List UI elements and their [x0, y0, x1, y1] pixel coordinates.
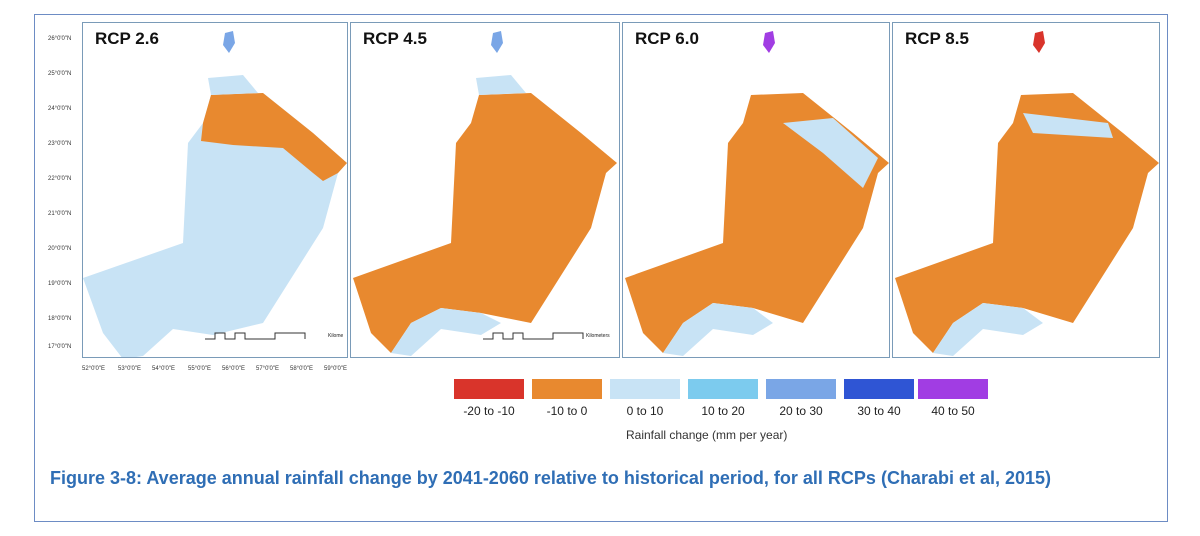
panel-rcp-45: RCP 4.5 Kilometers — [350, 22, 620, 362]
legend-swatch — [532, 379, 602, 399]
map-frame: RCP 8.5 — [892, 22, 1160, 358]
region-musandam — [223, 31, 235, 53]
lat-label: 21°0'0"N — [48, 211, 72, 217]
map-panels: RCP 2.6 Kilometers 26°0'0"N 25°0'0"N 24°… — [48, 22, 1160, 372]
figure-caption: Figure 3-8: Average annual rainfall chan… — [50, 468, 1052, 488]
lon-label: 58°0'0"E — [290, 366, 314, 372]
scale-unit: Kilometers — [586, 333, 610, 339]
legend-swatch — [610, 379, 680, 399]
region-north-coast — [476, 75, 526, 95]
lon-label: 56°0'0"E — [222, 366, 246, 372]
lon-label: 52°0'0"E — [82, 366, 106, 372]
oman-map-rcp26 — [83, 31, 347, 357]
lon-label: 55°0'0"E — [188, 366, 212, 372]
legend-swatch — [766, 379, 836, 399]
legend-label: 40 to 50 — [931, 404, 975, 418]
region-north-coast — [208, 75, 258, 95]
region-0-to-10-east — [783, 118, 878, 188]
scale-bar: Kilometers — [205, 332, 343, 340]
panel-title: RCP 8.5 — [905, 29, 969, 48]
lon-label: 59°0'0"E — [324, 366, 348, 372]
panel-title: RCP 4.5 — [363, 29, 427, 48]
legend-label: 30 to 40 — [857, 404, 901, 418]
region-0-to-10-south — [933, 303, 1043, 356]
region-minus-10-to-0 — [625, 93, 889, 353]
region-0-to-10-south — [663, 303, 773, 356]
region-musandam — [763, 31, 775, 53]
legend-label: -10 to 0 — [546, 404, 588, 418]
lat-label: 18°0'0"N — [48, 316, 72, 322]
lon-label: 57°0'0"E — [256, 366, 280, 372]
lon-label: 53°0'0"E — [118, 366, 142, 372]
legend-label: 10 to 20 — [701, 404, 745, 418]
panel-rcp-60: RCP 6.0 — [622, 22, 890, 362]
lat-label: 26°0'0"N — [48, 36, 72, 42]
lat-label: 17°0'0"N — [48, 344, 72, 350]
region-minus-10-to-0 — [201, 93, 347, 181]
map-frame: RCP 4.5 Kilometers — [350, 22, 620, 358]
legend-label: -20 to -10 — [463, 404, 515, 418]
lat-label: 24°0'0"N — [48, 106, 72, 112]
map-frame: RCP 6.0 — [622, 22, 890, 358]
legend-label: 0 to 10 — [626, 404, 664, 418]
lon-label: 54°0'0"E — [152, 366, 176, 372]
legend-swatch — [688, 379, 758, 399]
lat-label: 19°0'0"N — [48, 281, 72, 287]
oman-map-rcp85 — [895, 31, 1159, 356]
legend: -20 to -10 -10 to 0 0 to 10 10 to 20 20 … — [454, 379, 994, 439]
panel-title: RCP 2.6 — [95, 29, 159, 48]
region-minus-10-to-0 — [353, 93, 617, 353]
region-0-to-10 — [83, 93, 347, 357]
lat-label: 22°0'0"N — [48, 176, 72, 182]
legend-swatch — [918, 379, 988, 399]
panel-rcp-85: RCP 8.5 — [892, 22, 1160, 362]
region-0-to-10-north — [1023, 113, 1113, 138]
legend-title: Rainfall change (mm per year) — [626, 428, 788, 442]
lat-label: 23°0'0"N — [48, 141, 72, 147]
region-0-to-10 — [391, 308, 501, 356]
region-musandam — [1033, 31, 1045, 53]
oman-map-rcp45 — [353, 31, 617, 356]
panel-rcp-26: RCP 2.6 Kilometers 26°0'0"N 25°0'0"N 24°… — [48, 22, 348, 362]
region-minus-10-to-0 — [895, 93, 1159, 353]
region-musandam — [491, 31, 503, 53]
lat-label: 20°0'0"N — [48, 246, 72, 252]
panel-title: RCP 6.0 — [635, 29, 699, 48]
legend-label: 20 to 30 — [779, 404, 823, 418]
lat-label: 25°0'0"N — [48, 71, 72, 77]
legend-swatch — [454, 379, 524, 399]
scale-bar: Kilometers — [483, 332, 610, 340]
legend-swatch — [844, 379, 914, 399]
map-frame: RCP 2.6 Kilometers — [82, 22, 348, 358]
scale-unit: Kilometers — [328, 333, 343, 339]
oman-map-rcp60 — [625, 31, 889, 356]
